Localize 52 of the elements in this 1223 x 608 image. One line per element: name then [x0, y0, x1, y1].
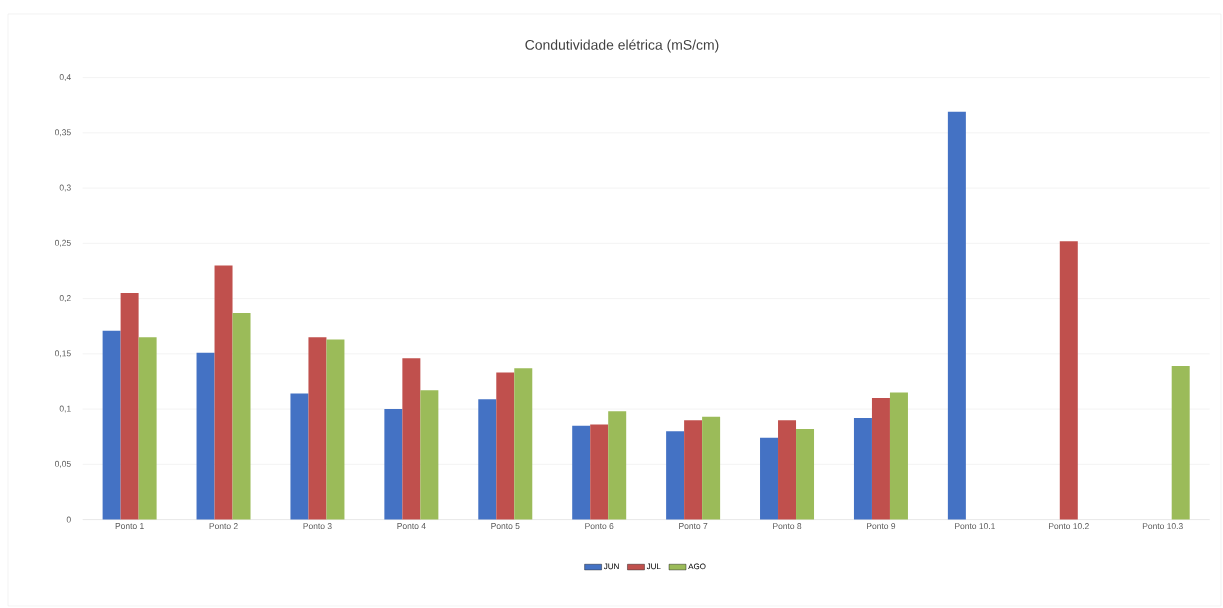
y-tick-label: 0,35 [54, 129, 71, 137]
bar [514, 368, 533, 520]
bar [871, 398, 890, 520]
bar [947, 111, 966, 520]
bar [232, 312, 251, 520]
bar [326, 339, 345, 520]
bar [120, 293, 139, 520]
bar [684, 420, 703, 520]
bar [478, 399, 497, 520]
y-tick-label: 0,2 [59, 295, 71, 303]
bar [796, 428, 815, 520]
x-tick-label: Ponto 1 [115, 523, 144, 530]
x-tick-label: Ponto 10.3 [1142, 523, 1183, 530]
y-tick-label: 0,05 [54, 460, 71, 468]
y-tick-label: 0,15 [54, 350, 71, 358]
bar [853, 417, 872, 520]
y-tick-label: 0,1 [59, 405, 71, 413]
bar [290, 393, 309, 520]
y-tick-label: 0,4 [59, 74, 71, 82]
x-tick-label: Ponto 7 [679, 523, 708, 530]
bar [590, 424, 609, 520]
bar [1171, 365, 1190, 520]
bar [308, 337, 327, 520]
bar [496, 372, 515, 520]
x-tick-label: Ponto 4 [397, 523, 426, 530]
bar [889, 392, 908, 520]
bar [778, 420, 797, 520]
bar [214, 265, 233, 520]
bar [666, 431, 685, 520]
x-tick-label: Ponto 10.2 [1048, 523, 1089, 530]
bar [384, 409, 403, 520]
bar [102, 330, 121, 520]
x-tick-label: Ponto 3 [303, 523, 332, 530]
x-tick-label: Ponto 6 [585, 523, 614, 530]
x-tick-label: Ponto 8 [773, 523, 802, 530]
bar [138, 337, 157, 520]
x-tick-label: Ponto 2 [209, 523, 238, 530]
bar [702, 416, 721, 520]
x-tick-label: Ponto 10.1 [955, 523, 995, 530]
x-tick-label: Ponto 9 [867, 523, 896, 530]
bar [760, 437, 779, 520]
chart-title: Condutividade elétrica (mS/cm) [525, 39, 719, 53]
bar [1059, 241, 1078, 520]
bar [196, 352, 215, 520]
bar [420, 390, 439, 520]
y-tick-label: 0,25 [54, 239, 71, 247]
bar [402, 358, 421, 520]
y-tick-label: 0,3 [59, 184, 71, 192]
y-tick-label: 0 [66, 516, 71, 523]
bar [608, 411, 627, 520]
x-tick-label: Ponto 5 [491, 523, 520, 530]
bar [572, 425, 591, 520]
